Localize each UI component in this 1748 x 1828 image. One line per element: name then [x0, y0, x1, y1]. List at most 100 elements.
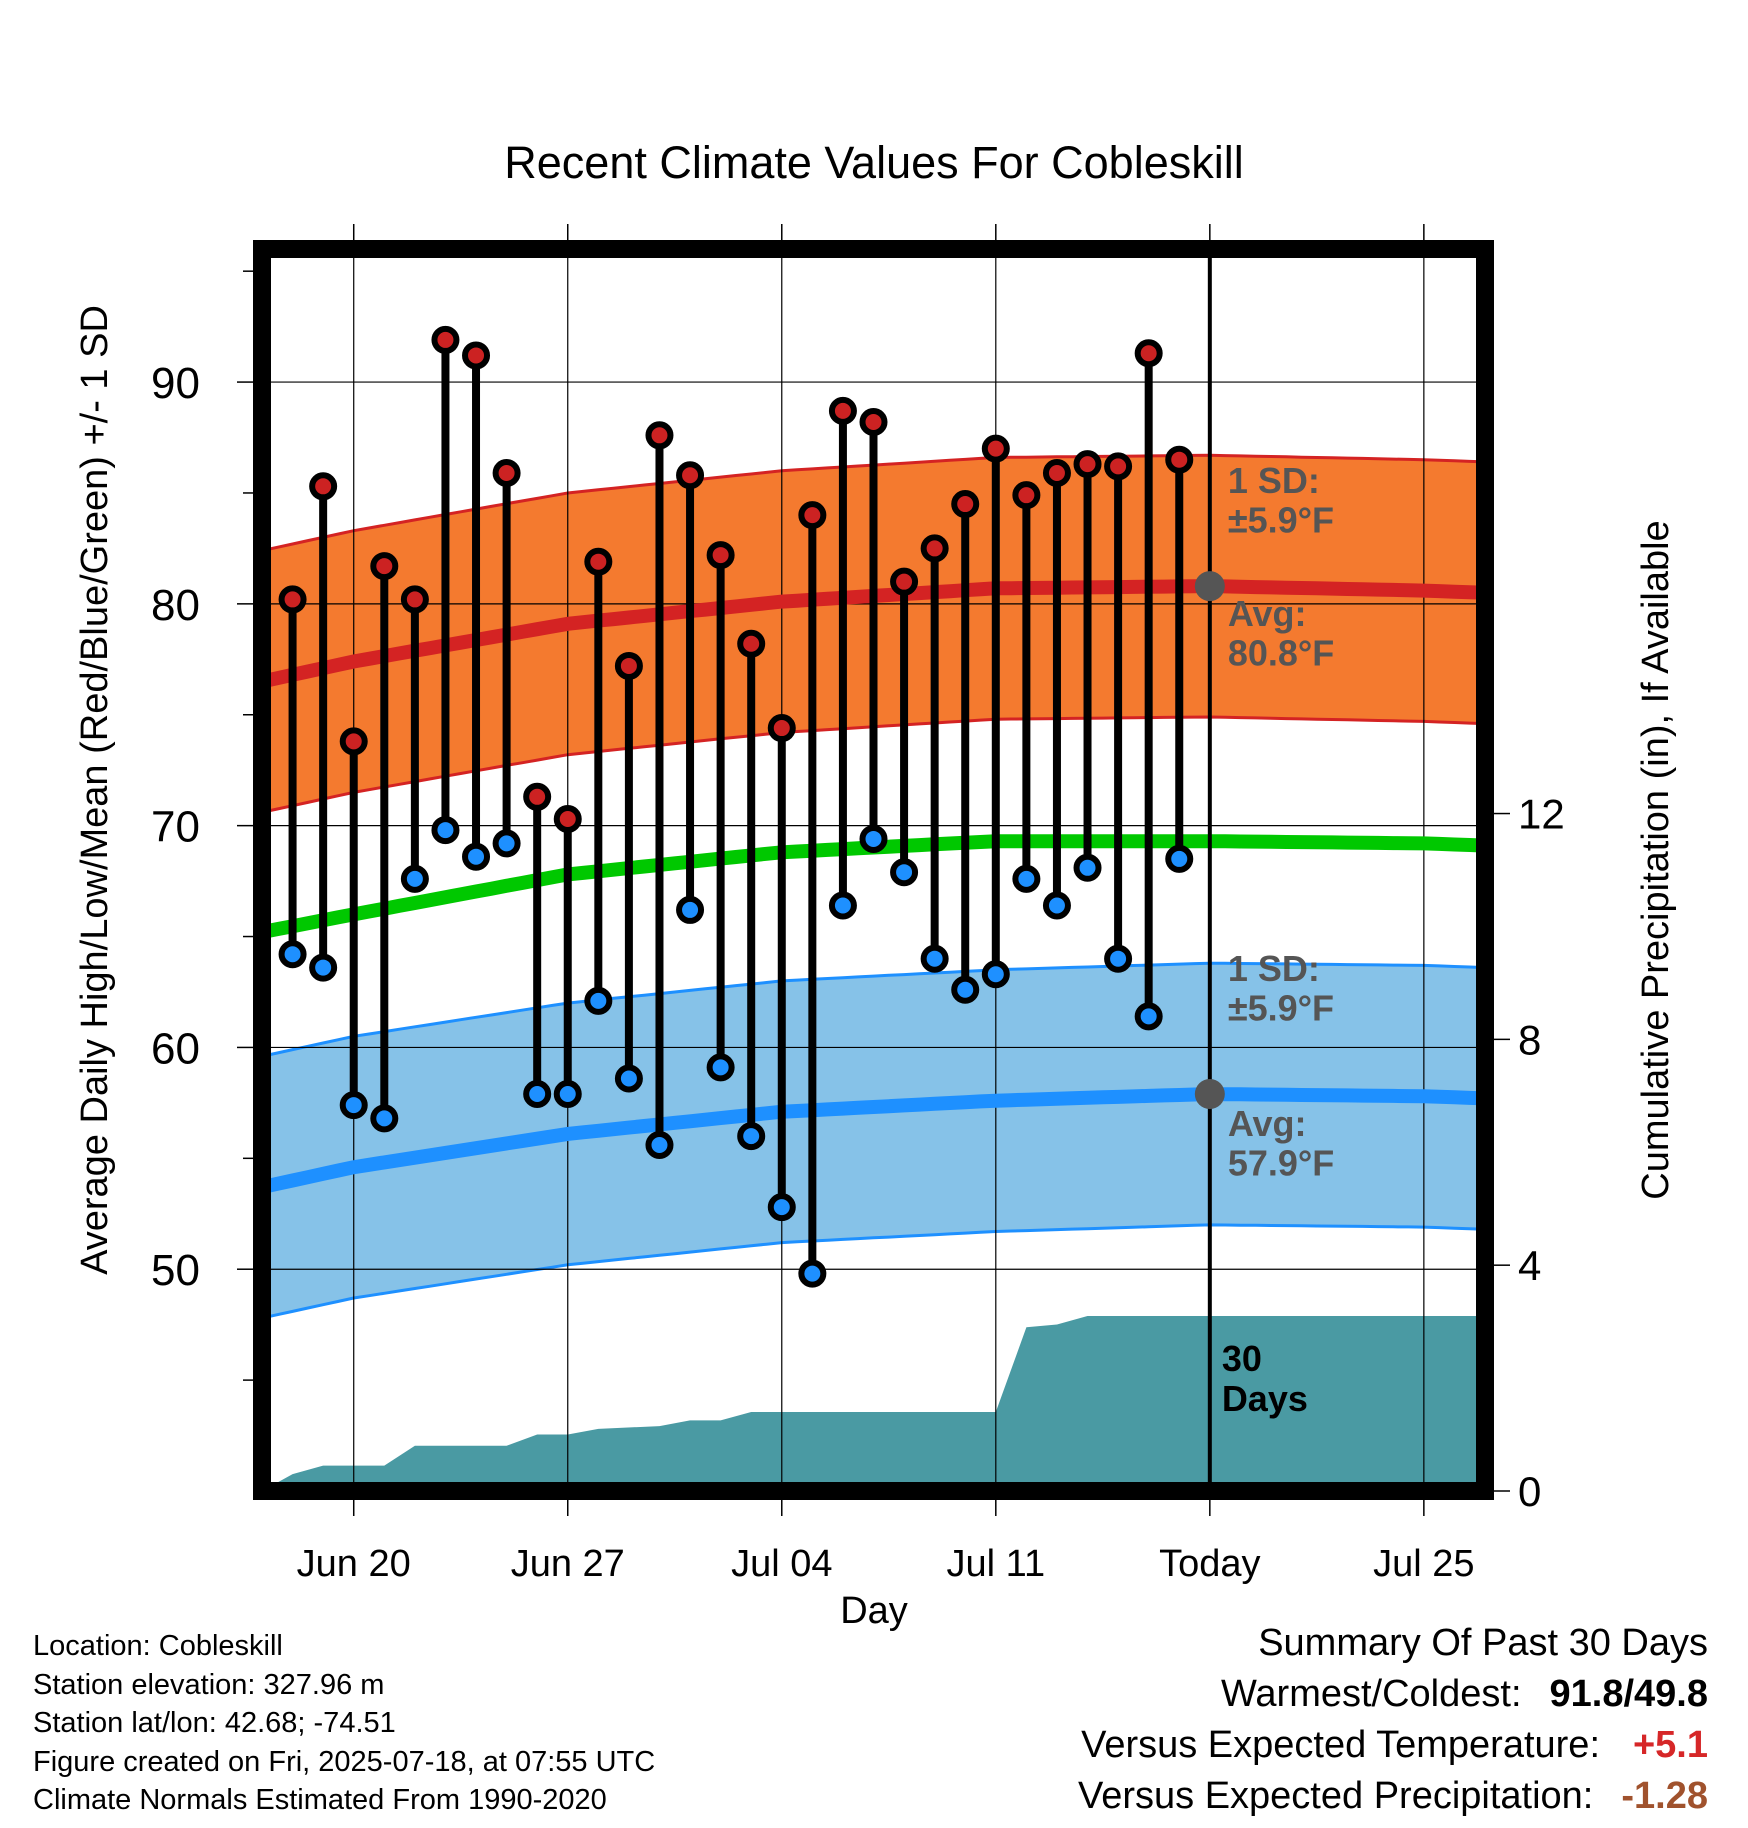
daily-high-point: [400, 585, 429, 614]
high-avg-annotation: Avg: 80.8°F: [1228, 593, 1334, 674]
y-tick-label: 80: [151, 581, 200, 630]
daily-low-point: [1165, 844, 1194, 873]
y2-tick-label: 4: [1518, 1242, 1541, 1289]
temp-value: +5.1: [1632, 1724, 1708, 1766]
daily-low-point: [1104, 944, 1133, 973]
days-annotation-line: 30: [1222, 1338, 1262, 1379]
daily-low-point: [309, 953, 338, 982]
daily-high-point: [1073, 450, 1102, 479]
chart-title: Recent Climate Values For Cobleskill: [504, 137, 1243, 188]
summary-temp-row: Versus Expected Temperature: +5.1: [1078, 1720, 1708, 1771]
y2-tick-label: 12: [1518, 791, 1565, 838]
daily-low-point: [981, 960, 1010, 989]
daily-low-point: [431, 816, 460, 845]
precip-label: Versus Expected Precipitation:: [1077, 1775, 1594, 1817]
daily-high-point: [523, 782, 552, 811]
daily-low-point: [523, 1080, 552, 1109]
daily-high-point: [920, 534, 949, 563]
low-sd-annotation: 1 SD: ±5.9°F: [1228, 948, 1334, 1029]
daily-high-point: [370, 552, 399, 581]
plot-frame: [253, 240, 1494, 1500]
days-annotation-line: Days: [1222, 1378, 1308, 1419]
normals-text: Climate Normals Estimated From 1990-2020: [33, 1784, 607, 1816]
warmest-label: Warmest/Coldest:: [1220, 1673, 1522, 1715]
high-sd-annotation: 1 SD: ±5.9°F: [1228, 460, 1334, 541]
x-tick-label: Today: [1159, 1543, 1260, 1585]
high-avg-annotation-line: 80.8°F: [1228, 633, 1334, 674]
daily-high-point: [1104, 452, 1133, 481]
x-tick-label: Jun 20: [297, 1543, 411, 1585]
daily-low-point: [584, 986, 613, 1015]
daily-low-point: [676, 895, 705, 924]
x-axis-label: Day: [840, 1590, 908, 1632]
y-tick-label: 70: [151, 803, 200, 852]
y2-tick-label: 0: [1518, 1468, 1541, 1515]
low-sd-annotation-line: 1 SD:: [1228, 948, 1320, 989]
daily-high-point: [614, 651, 643, 680]
daily-high-point: [676, 461, 705, 490]
daily-high-point: [890, 567, 919, 596]
low-sd-annotation-line: ±5.9°F: [1228, 987, 1334, 1028]
elevation-text: Station elevation: 327.96 m: [33, 1668, 385, 1701]
x-tick-label: Jul 25: [1373, 1543, 1474, 1585]
latlon-text: Station lat/lon: 42.68; -74.51: [33, 1707, 396, 1739]
daily-high-point: [981, 434, 1010, 463]
high-sd-annotation-line: 1 SD:: [1228, 460, 1320, 501]
daily-high-point: [553, 804, 582, 833]
daily-low-point: [492, 829, 521, 858]
y-tick-label: 90: [151, 359, 200, 408]
daily-high-point: [859, 407, 888, 436]
summary-title: Summary Of Past 30 Days: [1258, 1622, 1708, 1664]
daily-high-point: [706, 541, 735, 570]
today-high-avg-marker: [1194, 571, 1225, 602]
mean-avg-line: [262, 834, 1485, 939]
daily-low-point: [1134, 1002, 1163, 1031]
daily-low-point: [706, 1053, 735, 1082]
daily-low-point: [278, 940, 307, 969]
daily-high-point: [309, 472, 338, 501]
daily-high-point: [1165, 445, 1194, 474]
today-low-avg-marker: [1194, 1079, 1225, 1110]
daily-high-point: [584, 547, 613, 576]
summary-precip-row: Versus Expected Precipitation: -1.28: [1078, 1771, 1708, 1822]
daily-low-point: [859, 824, 888, 853]
created-text: Figure created on Fri, 2025-07-18, at 07…: [33, 1745, 656, 1778]
low-avg-annotation-line: 57.9°F: [1228, 1143, 1334, 1184]
daily-high-point: [1012, 481, 1041, 510]
summary-warmest-row: Warmest/Coldest: 91.8/49.8: [1078, 1669, 1708, 1720]
temp-label: Versus Expected Temperature:: [1081, 1724, 1600, 1766]
days-annotation: 30 Days: [1222, 1338, 1308, 1419]
daily-low-point: [1042, 891, 1071, 920]
y-tick-label: 50: [151, 1246, 200, 1295]
daily-low-point: [890, 858, 919, 887]
y-tick-label: 60: [151, 1024, 200, 1073]
low-sd-upper-edge: [262, 961, 1485, 1058]
low-avg-annotation: Avg: 57.9°F: [1228, 1103, 1334, 1184]
daily-low-point: [614, 1064, 643, 1093]
station-info: Location: Cobleskill Station elevation: …: [33, 1627, 655, 1820]
daily-low-point: [462, 842, 491, 871]
precip-value: -1.28: [1621, 1775, 1708, 1817]
daily-high-point: [462, 341, 491, 370]
x-tick-label: Jul 04: [731, 1543, 832, 1585]
daily-high-point: [737, 629, 766, 658]
daily-high-point: [278, 585, 307, 614]
daily-low-point: [951, 975, 980, 1004]
daily-high-point: [431, 325, 460, 354]
daily-high-point: [1042, 459, 1071, 488]
warmest-value: 91.8/49.8: [1549, 1673, 1708, 1715]
series-group: [262, 249, 1485, 1491]
low-sd-lower-edge: [262, 1223, 1485, 1320]
daily-high-point: [798, 501, 827, 530]
daily-low-point: [737, 1122, 766, 1151]
daily-low-point: [1073, 853, 1102, 882]
daily-low-point: [645, 1131, 674, 1160]
daily-high-point: [1134, 339, 1163, 368]
daily-low-point: [798, 1259, 827, 1288]
y-axis-label: Average Daily High/Low/Mean (Red/Blue/Gr…: [74, 305, 116, 1275]
x-tick-label: Jun 27: [511, 1543, 625, 1585]
daily-low-point: [1012, 864, 1041, 893]
low-avg-annotation-line: Avg:: [1228, 1103, 1307, 1144]
